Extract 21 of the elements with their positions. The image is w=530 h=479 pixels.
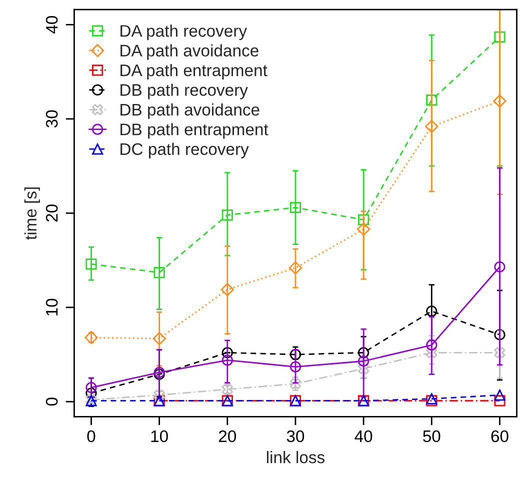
legend-label: DB path avoidance <box>120 103 260 119</box>
y-tick-label: 10 <box>46 298 58 316</box>
x-tick-label: 60 <box>491 430 508 442</box>
x-tick-label: 40 <box>354 430 372 442</box>
x-tick-label: 10 <box>151 430 168 442</box>
legend-label: DA path recovery <box>120 24 248 40</box>
y-tick-label: 30 <box>46 110 58 128</box>
legend-label: DA path entrapment <box>120 64 268 80</box>
y-tick-label: 20 <box>46 204 58 222</box>
legend-label: DC path recovery <box>120 142 249 158</box>
x-tick-label: 0 <box>87 430 96 442</box>
legend-label: DB path recovery <box>120 84 248 100</box>
legend-label: DA path avoidance <box>120 44 258 60</box>
x-tick-label: 50 <box>423 430 440 442</box>
x-axis-title: link loss <box>266 451 325 464</box>
legend-label: DB path entrapment <box>120 123 268 139</box>
y-tick-label: 40 <box>46 16 58 34</box>
y-axis-title: time [s] <box>24 187 40 240</box>
x-tick-label: 20 <box>218 430 236 442</box>
y-tick-label: 0 <box>46 398 58 406</box>
x-tick-label: 30 <box>286 430 304 442</box>
